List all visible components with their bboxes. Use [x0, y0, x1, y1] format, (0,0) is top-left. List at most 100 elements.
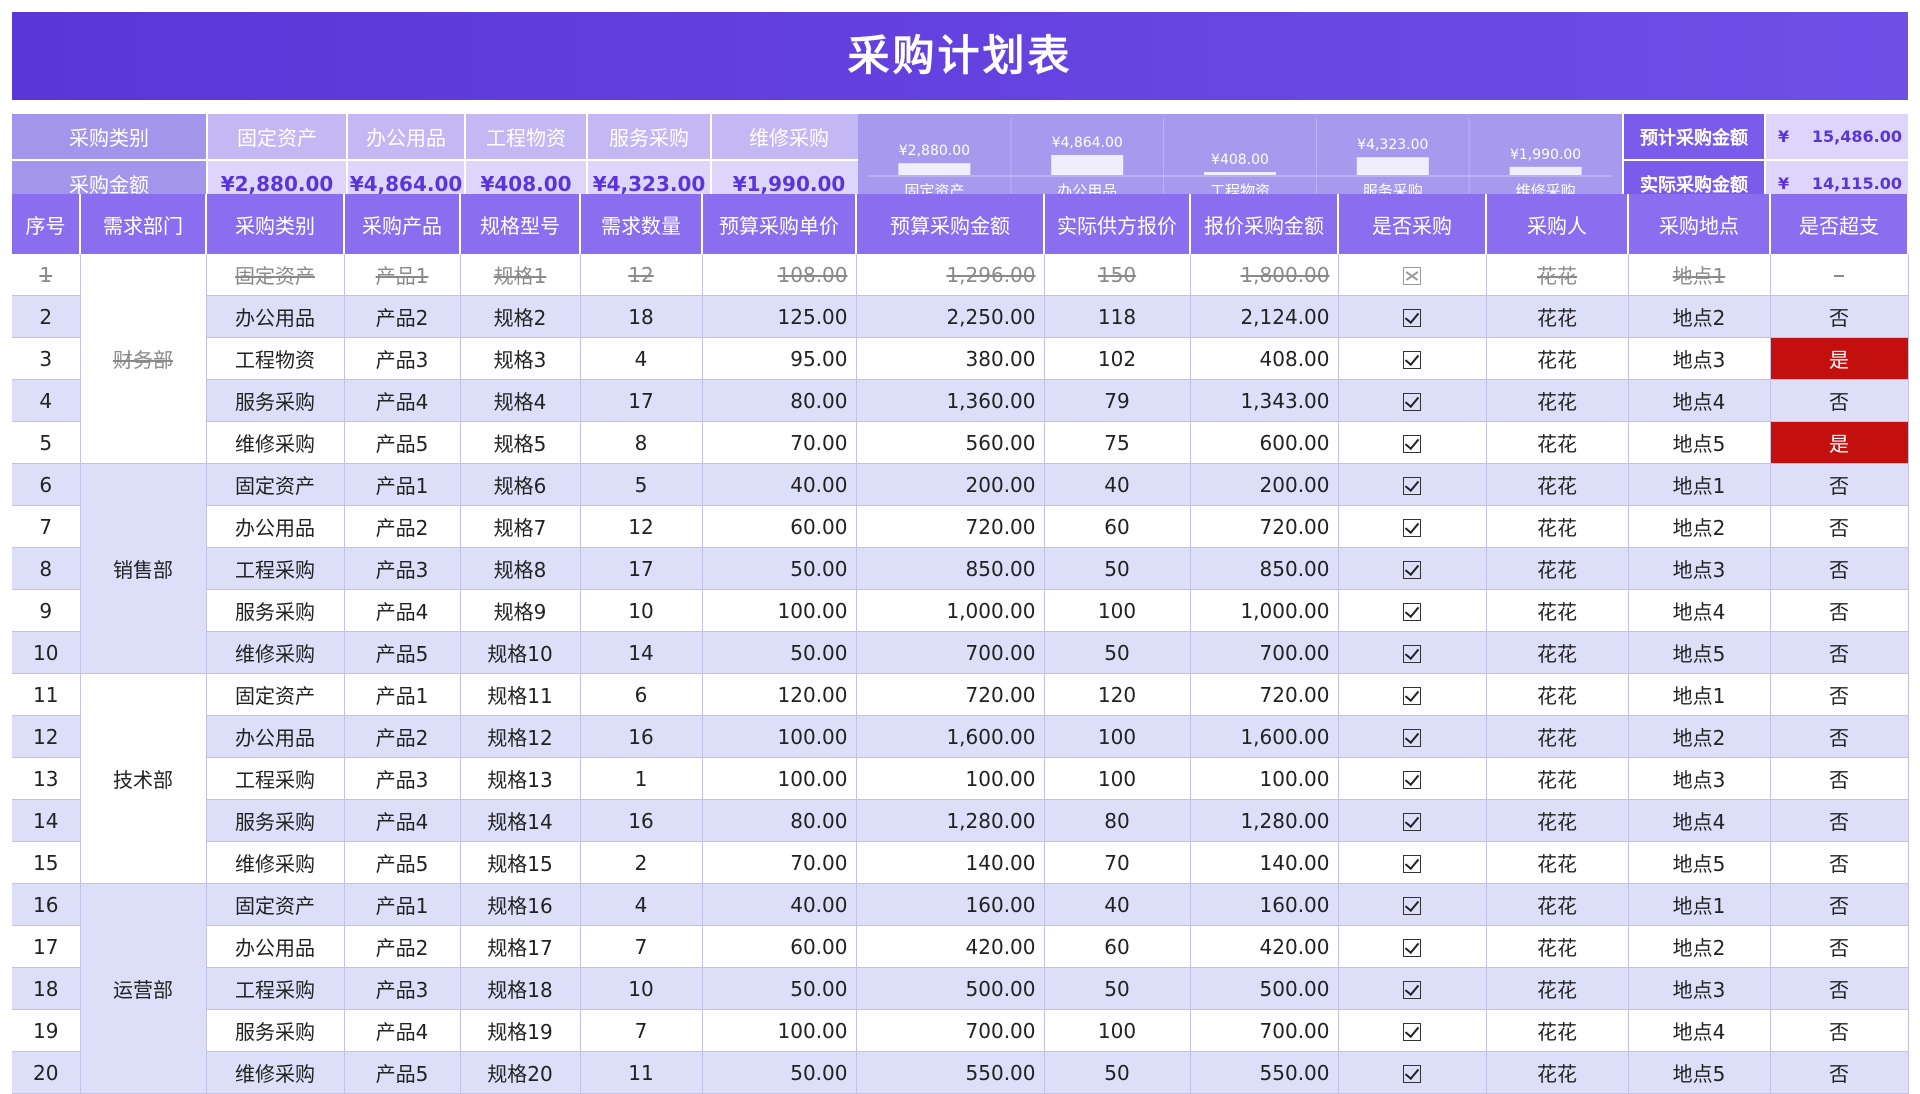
row-number-cell[interactable]: 19 [12, 1009, 81, 1052]
chart-bar[interactable] [1204, 172, 1276, 175]
budget-amount-cell[interactable]: 380.00 [856, 337, 1045, 380]
row-number-cell[interactable]: 6 [12, 463, 81, 506]
spec-cell[interactable]: 规格11 [460, 673, 581, 716]
quantity-cell[interactable]: 2 [580, 841, 703, 884]
category-cell[interactable]: 服务采购 [588, 114, 710, 159]
location-cell[interactable]: 地点3 [1628, 967, 1771, 1010]
category-cell[interactable]: 固定资产 [206, 883, 345, 926]
row-number-cell[interactable]: 16 [12, 883, 81, 926]
spec-cell[interactable]: 规格9 [460, 589, 581, 632]
quantity-cell[interactable]: 12 [580, 254, 703, 296]
checked-checkbox-icon[interactable] [1403, 1065, 1421, 1083]
budget-amount-cell[interactable]: 100.00 [856, 757, 1045, 800]
column-header[interactable]: 采购类别 [206, 194, 345, 254]
row-number-cell[interactable]: 14 [12, 799, 81, 842]
quote-amount-cell[interactable]: 1,800.00 [1190, 254, 1339, 296]
category-cell[interactable]: 维修采购 [206, 631, 345, 674]
quote-amount-cell[interactable]: 700.00 [1190, 1009, 1339, 1052]
budget-amount-cell[interactable]: 140.00 [856, 841, 1045, 884]
column-header[interactable]: 是否超支 [1770, 194, 1909, 254]
quote-amount-cell[interactable]: 1,000.00 [1190, 589, 1339, 632]
chart-bar[interactable] [1051, 155, 1124, 175]
row-number-cell[interactable]: 8 [12, 547, 81, 590]
quote-price-cell[interactable]: 120 [1044, 673, 1191, 716]
quote-price-cell[interactable]: 79 [1044, 379, 1191, 422]
budget-amount-cell[interactable]: 420.00 [856, 925, 1045, 968]
location-cell[interactable]: 地点3 [1628, 757, 1771, 800]
quote-amount-cell[interactable]: 1,600.00 [1190, 715, 1339, 758]
spec-cell[interactable]: 规格14 [460, 799, 581, 842]
quote-price-cell[interactable]: 100 [1044, 1009, 1191, 1052]
row-number-cell[interactable]: 17 [12, 925, 81, 968]
quote-amount-cell[interactable]: 550.00 [1190, 1051, 1339, 1094]
category-cell[interactable]: 办公用品 [206, 715, 345, 758]
buyer-cell[interactable]: 花花 [1486, 589, 1629, 632]
over-budget-cell[interactable]: 否 [1770, 883, 1909, 926]
quote-amount-cell[interactable]: 420.00 [1190, 925, 1339, 968]
checked-checkbox-icon[interactable] [1403, 351, 1421, 369]
quote-price-cell[interactable]: 40 [1044, 883, 1191, 926]
over-budget-cell[interactable]: – [1770, 254, 1909, 296]
buyer-cell[interactable]: 花花 [1486, 337, 1629, 380]
spec-cell[interactable]: 规格4 [460, 379, 581, 422]
purchase-checkbox-cell[interactable] [1338, 841, 1487, 884]
location-cell[interactable]: 地点5 [1628, 1051, 1771, 1094]
location-cell[interactable]: 地点5 [1628, 421, 1771, 464]
quote-price-cell[interactable]: 50 [1044, 1051, 1191, 1094]
purchase-checkbox-cell[interactable] [1338, 757, 1487, 800]
quote-price-cell[interactable]: 40 [1044, 463, 1191, 506]
budget-total-value[interactable]: ¥ 15,486.00 [1766, 114, 1908, 159]
location-cell[interactable]: 地点2 [1628, 505, 1771, 548]
table-row[interactable]: 7 办公用品 产品2 规格7 12 60.00 720.00 60 720.00 花花 地点2 否 [12, 505, 1909, 548]
over-budget-cell[interactable]: 否 [1770, 673, 1909, 716]
quote-amount-cell[interactable]: 140.00 [1190, 841, 1339, 884]
category-cell[interactable]: 服务采购 [206, 1009, 345, 1052]
quantity-cell[interactable]: 16 [580, 799, 703, 842]
location-cell[interactable]: 地点2 [1628, 715, 1771, 758]
category-cell[interactable]: 工程采购 [206, 547, 345, 590]
location-cell[interactable]: 地点4 [1628, 379, 1771, 422]
quantity-cell[interactable]: 10 [580, 589, 703, 632]
unit-price-cell[interactable]: 40.00 [702, 883, 857, 926]
checked-checkbox-icon[interactable] [1403, 939, 1421, 957]
department-cell[interactable]: 销售部 [80, 463, 207, 674]
table-row[interactable]: 12 办公用品 产品2 规格12 16 100.00 1,600.00 100 1,600.00… [12, 715, 1909, 758]
table-row[interactable]: 4 服务采购 产品4 规格4 17 80.00 1,360.00 79 1,343.00 花花 地点… [12, 379, 1909, 422]
over-budget-cell[interactable]: 否 [1770, 925, 1909, 968]
location-cell[interactable]: 地点5 [1628, 841, 1771, 884]
over-budget-cell[interactable]: 是 [1770, 337, 1909, 380]
quote-price-cell[interactable]: 50 [1044, 967, 1191, 1010]
quote-amount-cell[interactable]: 2,124.00 [1190, 295, 1339, 338]
buyer-cell[interactable]: 花花 [1486, 757, 1629, 800]
unit-price-cell[interactable]: 60.00 [702, 505, 857, 548]
product-cell[interactable]: 产品2 [344, 925, 461, 968]
over-budget-cell[interactable]: 否 [1770, 505, 1909, 548]
product-cell[interactable]: 产品2 [344, 505, 461, 548]
unit-price-cell[interactable]: 125.00 [702, 295, 857, 338]
spec-cell[interactable]: 规格13 [460, 757, 581, 800]
over-budget-cell[interactable]: 否 [1770, 1051, 1909, 1094]
product-cell[interactable]: 产品1 [344, 883, 461, 926]
chart-bar[interactable] [898, 163, 971, 175]
column-header[interactable]: 实际供方报价 [1044, 194, 1191, 254]
spec-cell[interactable]: 规格8 [460, 547, 581, 590]
checked-checkbox-icon[interactable] [1403, 729, 1421, 747]
quote-price-cell[interactable]: 150 [1044, 254, 1191, 296]
quantity-cell[interactable]: 4 [580, 883, 703, 926]
budget-amount-cell[interactable]: 1,000.00 [856, 589, 1045, 632]
purchase-checkbox-cell[interactable] [1338, 967, 1487, 1010]
quote-price-cell[interactable]: 100 [1044, 589, 1191, 632]
table-row[interactable]: 14 服务采购 产品4 规格14 16 80.00 1,280.00 80 1,280.00 花花… [12, 799, 1909, 842]
over-budget-cell[interactable]: 否 [1770, 547, 1909, 590]
category-cell[interactable]: 工程采购 [206, 757, 345, 800]
department-cell[interactable]: 运营部 [80, 883, 207, 1094]
category-label[interactable]: 采购类别 [12, 114, 206, 159]
row-number-cell[interactable]: 5 [12, 421, 81, 464]
column-header[interactable]: 采购产品 [344, 194, 461, 254]
spec-cell[interactable]: 规格1 [460, 254, 581, 296]
category-cell[interactable]: 固定资产 [206, 463, 345, 506]
column-header[interactable]: 采购人 [1486, 194, 1629, 254]
spec-cell[interactable]: 规格17 [460, 925, 581, 968]
product-cell[interactable]: 产品3 [344, 967, 461, 1010]
unit-price-cell[interactable]: 70.00 [702, 421, 857, 464]
